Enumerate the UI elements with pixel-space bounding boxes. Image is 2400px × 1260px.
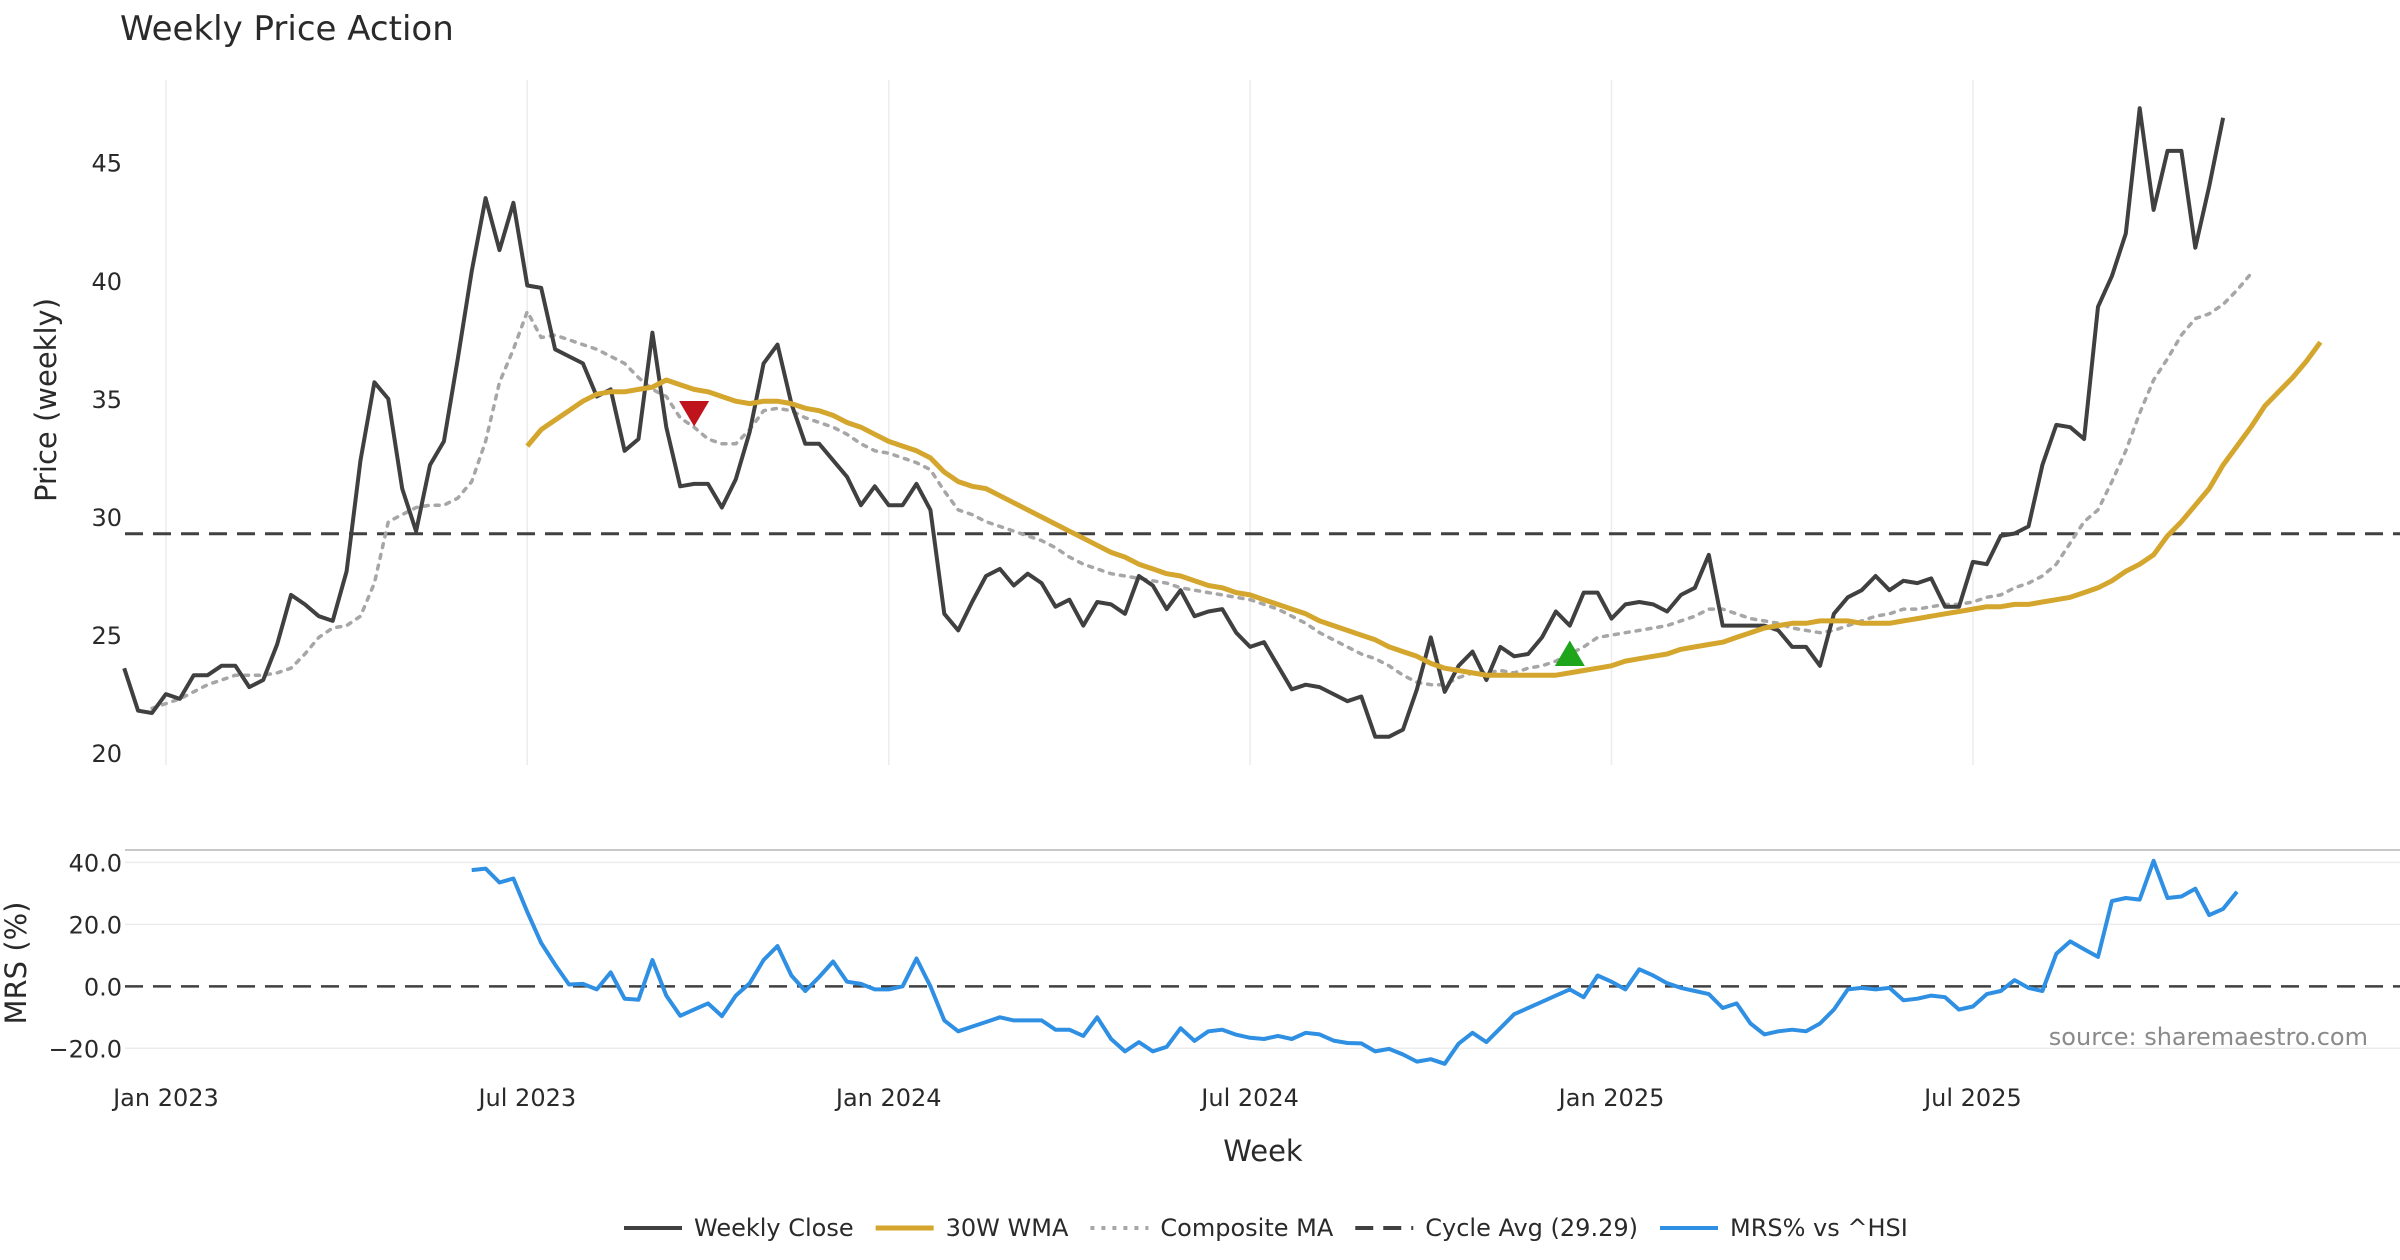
price-y-tick-label: 40: [91, 268, 122, 296]
price-y-tick-label: 20: [91, 740, 122, 768]
mrs-y-tick-label: −20.0: [48, 1035, 122, 1063]
series-line-mrs-vs-hsi: [471, 858, 2239, 1066]
series-line-weekly-close: [122, 106, 2226, 739]
mrs-series-group: [471, 858, 2239, 1066]
buy-signal-marker: [1554, 640, 1585, 666]
legend: Weekly Close 30W WMA Composite MA Cycle Avg…: [624, 1214, 1908, 1242]
price-y-ticks: 20 25 30 35 40 45: [91, 150, 122, 769]
signal-markers: [679, 401, 1585, 666]
price-series-group: [122, 106, 2323, 739]
source-note: source: sharemaestro.com: [2049, 1023, 2368, 1051]
x-tick-label: Jul 2025: [1922, 1084, 2022, 1112]
price-y-tick-label: 45: [91, 150, 122, 178]
legend-label: MRS% vs ^HSI: [1730, 1214, 1908, 1242]
x-axis-label: Week: [1223, 1134, 1303, 1168]
legend-label: 30W WMA: [946, 1214, 1069, 1242]
mrs-y-tick-label: 20.0: [69, 911, 122, 939]
legend-label: Cycle Avg (29.29): [1425, 1214, 1638, 1242]
price-gridlines: [165, 80, 1974, 765]
sell-signal-marker: [679, 401, 710, 427]
legend-item: Cycle Avg (29.29): [1355, 1214, 1638, 1242]
x-tick-label: Jul 2023: [476, 1084, 576, 1112]
chart-title: Weekly Price Action: [120, 9, 454, 49]
x-tick-label: Jan 2025: [1557, 1084, 1665, 1112]
x-tick-label: Jan 2024: [834, 1084, 942, 1112]
price-y-tick-label: 25: [91, 622, 122, 650]
x-axis-ticks: Jan 2023 Jul 2023 Jan 2024 Jul 2024 Jan 2025…: [111, 1084, 2022, 1112]
mrs-gridlines: [125, 861, 2400, 1050]
price-panel: 20 25 30 35 40 45 Price (weekly): [29, 80, 2400, 768]
legend-item: 30W WMA: [875, 1214, 1069, 1242]
price-y-tick-label: 35: [91, 386, 122, 414]
legend-label: Weekly Close: [694, 1214, 854, 1242]
mrs-y-ticks: −20.0 0.0 20.0 40.0: [48, 849, 122, 1063]
series-line-composite-ma: [150, 271, 2253, 711]
legend-item: MRS% vs ^HSI: [1659, 1214, 1908, 1242]
series-line-30w-wma: [525, 340, 2323, 678]
x-tick-label: Jul 2024: [1199, 1084, 1299, 1112]
price-y-tick-label: 30: [91, 504, 122, 532]
mrs-panel: −20.0 0.0 20.0 40.0 MRS (%) source: sharema…: [0, 849, 2400, 1066]
legend-item: Composite MA: [1090, 1214, 1334, 1242]
mrs-y-axis-label: MRS (%): [0, 902, 33, 1025]
legend-item: Weekly Close: [624, 1214, 854, 1242]
mrs-y-tick-label: 40.0: [69, 849, 122, 877]
legend-label: Composite MA: [1160, 1214, 1333, 1242]
x-tick-label: Jan 2023: [111, 1084, 219, 1112]
mrs-y-tick-label: 0.0: [84, 973, 122, 1001]
price-y-axis-label: Price (weekly): [29, 298, 63, 502]
